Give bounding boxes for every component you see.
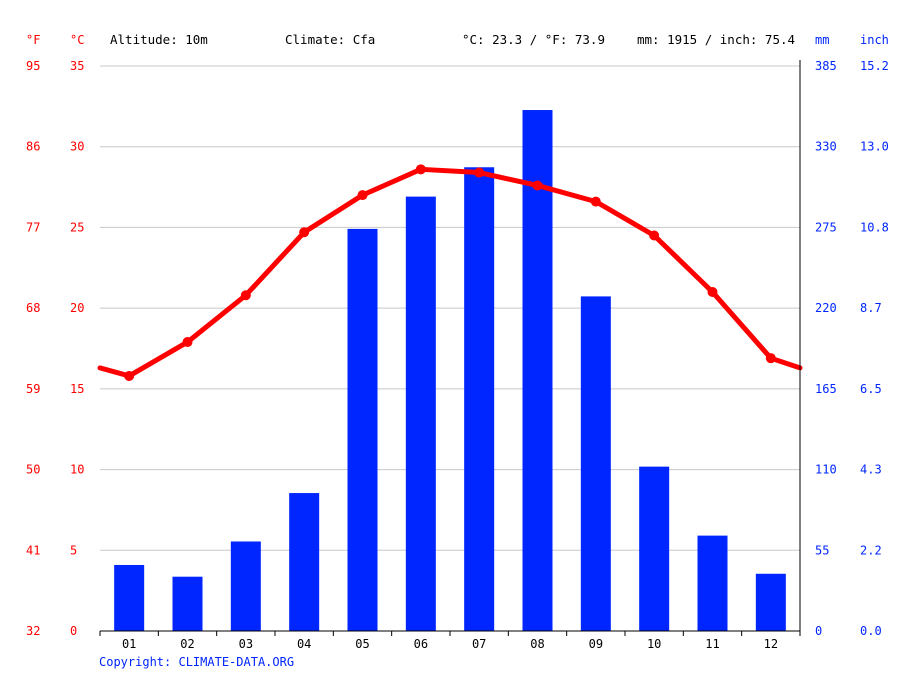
temperature-line-path — [97, 166, 803, 379]
month-tick-label: 03 — [239, 637, 253, 651]
temperature-point — [240, 290, 251, 301]
inch-tick-label: 2.2 — [860, 543, 882, 557]
temperature-point — [415, 164, 426, 175]
precipitation-bar — [289, 493, 320, 631]
fahrenheit-tick-label: 77 — [26, 220, 40, 234]
mm-tick-label: 0 — [815, 624, 822, 638]
celsius-tick-label: 0 — [70, 624, 77, 638]
month-tick-label: 05 — [355, 637, 369, 651]
celsius-tick-label: 15 — [70, 382, 84, 396]
temperature-point — [299, 227, 310, 238]
month-tick-label: 08 — [530, 637, 544, 651]
fahrenheit-tick-label: 50 — [26, 463, 40, 477]
temperature-point — [124, 370, 135, 381]
celsius-tick-label: 5 — [70, 543, 77, 557]
inch-tick-label: 6.5 — [860, 382, 882, 396]
inch-tick-label: 13.0 — [860, 140, 889, 154]
celsius-tick-label: 25 — [70, 220, 84, 234]
fahrenheit-tick-label: 32 — [26, 624, 40, 638]
inch-tick-label: 10.8 — [860, 220, 889, 234]
precipitation-bar — [114, 564, 145, 631]
fahrenheit-tick-label: 68 — [26, 301, 40, 315]
grid-lines — [100, 65, 800, 551]
altitude-label: Altitude: 10m — [110, 32, 208, 47]
inch-tick-label: 15.2 — [860, 59, 889, 73]
temperature-point — [357, 190, 368, 201]
month-tick-label: 11 — [705, 637, 719, 651]
mm-tick-label: 110 — [815, 463, 837, 477]
month-tick-label: 01 — [122, 637, 136, 651]
precipitation-bar — [347, 228, 378, 631]
celsius-tick-label: 30 — [70, 140, 84, 154]
celsius-tick-label: 20 — [70, 301, 84, 315]
mm-tick-label: 165 — [815, 382, 837, 396]
temperature-point — [765, 353, 776, 364]
month-tick-label: 12 — [764, 637, 778, 651]
month-tick-label: 02 — [180, 637, 194, 651]
precipitation-bar — [639, 466, 670, 631]
total-precipitation-label: mm: 1915 / inch: 75.4 — [637, 32, 795, 47]
inch-tick-label: 4.3 — [860, 463, 882, 477]
unit-fahrenheit-label: °F — [26, 33, 40, 47]
axes: 32 0 0 0.041 5 55 2.250 10 110 4.359 15 165 6.568 20 2… — [26, 59, 889, 651]
fahrenheit-tick-label: 41 — [26, 543, 40, 557]
precipitation-bars — [114, 110, 786, 631]
precipitation-bar — [580, 296, 611, 631]
precipitation-bar — [522, 110, 553, 631]
month-tick-label: 07 — [472, 637, 486, 651]
inch-tick-label: 0.0 — [860, 624, 882, 638]
precipitation-bar — [755, 573, 786, 631]
precipitation-bar — [405, 196, 436, 631]
temperature-point — [474, 167, 485, 178]
month-tick-label: 09 — [589, 637, 603, 651]
temperature-point — [590, 196, 601, 207]
copyright-text: Copyright: CLIMATE-DATA.ORG — [99, 655, 294, 669]
temperature-point — [707, 287, 718, 297]
temperature-point — [532, 180, 543, 191]
month-tick-label: 10 — [647, 637, 661, 651]
mm-tick-label: 55 — [815, 543, 829, 557]
average-temperature-label: °C: 23.3 / °F: 73.9 — [462, 32, 605, 47]
fahrenheit-tick-label: 59 — [26, 382, 40, 396]
precipitation-bar — [697, 535, 728, 631]
climate-label: Climate: Cfa — [285, 32, 375, 47]
fahrenheit-tick-label: 95 — [26, 59, 40, 73]
celsius-tick-label: 35 — [70, 59, 84, 73]
month-tick-label: 04 — [297, 637, 311, 651]
celsius-tick-label: 10 — [70, 463, 84, 477]
fahrenheit-tick-label: 86 — [26, 140, 40, 154]
unit-inch-label: inch — [860, 33, 889, 47]
mm-tick-label: 220 — [815, 301, 837, 315]
temperature-point — [649, 230, 660, 241]
mm-tick-label: 330 — [815, 140, 837, 154]
month-tick-label: 06 — [414, 637, 428, 651]
unit-celsius-label: °C — [70, 33, 84, 47]
mm-tick-label: 275 — [815, 220, 837, 234]
inch-tick-label: 8.7 — [860, 301, 882, 315]
precipitation-bar — [172, 576, 203, 631]
unit-mm-label: mm — [815, 33, 829, 47]
temperature-point — [182, 337, 193, 348]
precipitation-bar — [230, 541, 261, 631]
precipitation-bar — [464, 167, 495, 631]
temperature-line — [97, 164, 803, 381]
mm-tick-label: 385 — [815, 59, 837, 73]
